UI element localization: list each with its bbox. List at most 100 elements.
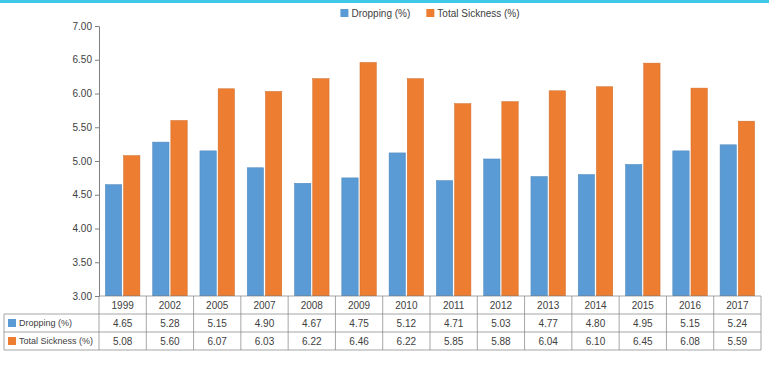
table-value: 6.07 xyxy=(207,336,227,347)
table-value: 5.88 xyxy=(491,336,511,347)
table-value: 6.22 xyxy=(397,336,417,347)
tick: 7.00 xyxy=(73,21,99,32)
bar xyxy=(389,153,405,296)
table-rule xyxy=(761,296,762,350)
table-value: 4.77 xyxy=(538,318,558,329)
legend-item: Total Sickness (%) xyxy=(426,8,519,19)
tick-mark xyxy=(95,127,99,128)
tick-label: 4.50 xyxy=(73,189,93,200)
table-value: 6.10 xyxy=(586,336,606,347)
bar xyxy=(153,142,169,296)
table-rule xyxy=(99,296,100,350)
tick-label: 4.00 xyxy=(73,223,93,234)
bar xyxy=(578,175,594,297)
table-rule xyxy=(619,296,620,350)
tick-mark xyxy=(95,262,99,263)
table-value: 4.90 xyxy=(255,318,275,329)
row-key xyxy=(8,319,16,327)
axis-line xyxy=(95,27,100,297)
table-rule xyxy=(430,296,431,350)
bar xyxy=(691,88,707,296)
bar xyxy=(720,145,736,296)
category-label: 2008 xyxy=(301,300,324,311)
category-label: 2012 xyxy=(490,300,513,311)
tick-mark xyxy=(95,195,99,196)
category-label: 2002 xyxy=(159,300,182,311)
table-value: 4.65 xyxy=(113,318,133,329)
bar xyxy=(124,156,140,296)
tick: 4.50 xyxy=(73,189,99,200)
tick: 6.50 xyxy=(73,54,99,65)
legend-label: Total Sickness (%) xyxy=(437,8,519,19)
legend-swatch xyxy=(340,9,348,17)
tick-label: 6.00 xyxy=(73,88,93,99)
tick: 3.50 xyxy=(73,257,99,268)
table-value: 5.15 xyxy=(680,318,700,329)
table-value: 5.15 xyxy=(207,318,227,329)
table-value: 5.12 xyxy=(397,318,417,329)
bar xyxy=(295,183,311,296)
table-value: 4.75 xyxy=(349,318,369,329)
series xyxy=(124,62,755,296)
tick-mark xyxy=(95,60,99,61)
tick-label: 7.00 xyxy=(73,21,93,32)
table-value: 5.60 xyxy=(160,336,180,347)
category-label: 2017 xyxy=(726,300,749,311)
bar xyxy=(407,79,423,296)
category-label: 2009 xyxy=(348,300,371,311)
data-table: 1999200220052007200820092010201120122013… xyxy=(4,296,761,350)
bar xyxy=(626,164,642,296)
bar xyxy=(360,62,376,296)
top-border xyxy=(0,0,769,3)
table-value: 6.04 xyxy=(538,336,558,347)
table-value: 4.80 xyxy=(586,318,606,329)
bars xyxy=(105,62,754,296)
bar xyxy=(171,121,187,297)
table-value: 5.28 xyxy=(160,318,180,329)
tick-label: 5.00 xyxy=(73,156,93,167)
bar xyxy=(738,121,754,296)
bar xyxy=(218,89,234,296)
legend: Dropping (%)Total Sickness (%) xyxy=(340,8,519,19)
table-value: 5.85 xyxy=(444,336,464,347)
bar xyxy=(549,91,565,296)
bar xyxy=(200,151,216,296)
table-value: 4.95 xyxy=(633,318,653,329)
table-rule xyxy=(666,296,667,350)
table-value: 6.45 xyxy=(633,336,653,347)
table-rule xyxy=(524,296,525,350)
category-label: 2015 xyxy=(632,300,655,311)
table-value: 5.24 xyxy=(728,318,748,329)
table-rule xyxy=(713,296,714,350)
category-label: 2013 xyxy=(537,300,560,311)
tick-mark xyxy=(95,229,99,230)
bar xyxy=(502,102,518,296)
table-value: 4.67 xyxy=(302,318,322,329)
tick: 5.00 xyxy=(73,156,99,167)
bar xyxy=(484,159,500,296)
row-header: Dropping (%) xyxy=(19,318,72,328)
bar xyxy=(105,185,121,296)
bar xyxy=(436,181,452,296)
tick-mark xyxy=(95,26,99,27)
bar xyxy=(247,168,263,296)
tick: 3.00 xyxy=(73,291,99,302)
tick: 6.00 xyxy=(73,88,99,99)
table-value: 6.22 xyxy=(302,336,322,347)
table-value: 5.59 xyxy=(728,336,748,347)
bar xyxy=(673,151,689,296)
tick-mark xyxy=(95,161,99,162)
category-label: 2014 xyxy=(584,300,607,311)
table-rule xyxy=(571,296,572,350)
table-value: 6.03 xyxy=(255,336,275,347)
category-label: 2010 xyxy=(395,300,418,311)
table-rule xyxy=(382,296,383,350)
bar xyxy=(455,104,471,296)
category-label: 2016 xyxy=(679,300,702,311)
table-rule xyxy=(288,296,289,350)
table-value: 5.03 xyxy=(491,318,511,329)
table-rule xyxy=(193,296,194,350)
tick-label: 6.50 xyxy=(73,54,93,65)
bar xyxy=(596,87,612,296)
bar xyxy=(265,91,281,296)
